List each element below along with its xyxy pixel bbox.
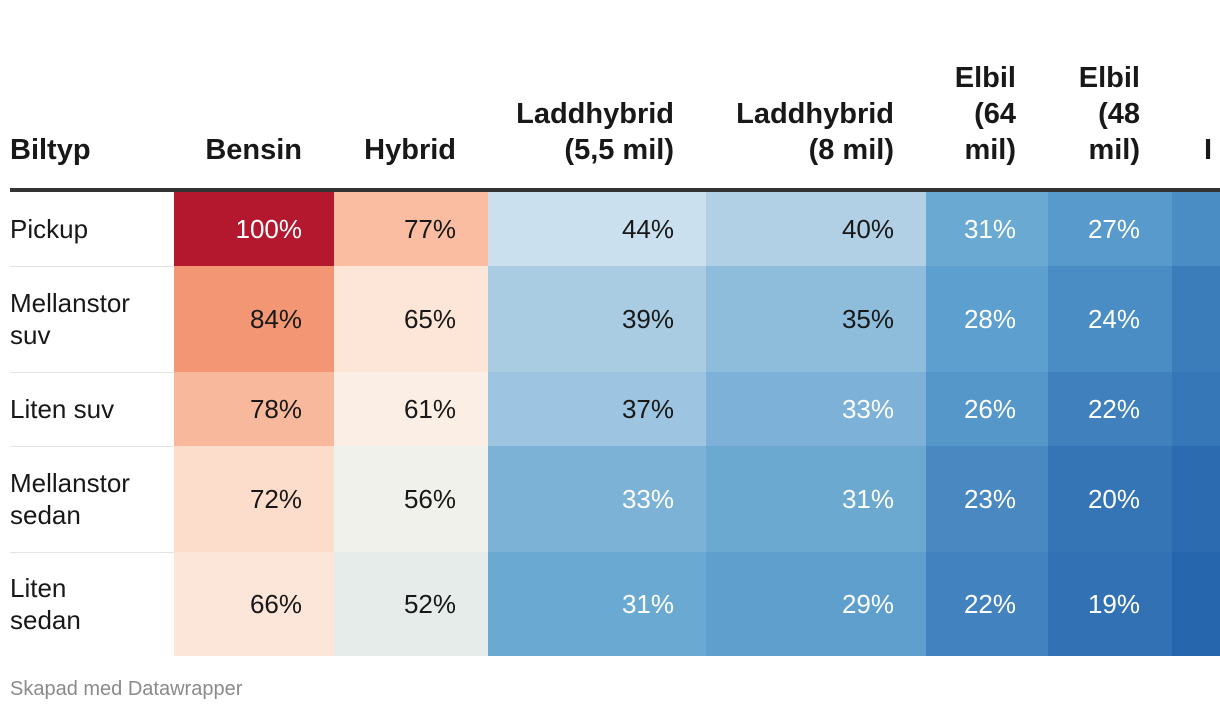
heatmap-cell [1172,372,1220,446]
column-header-line: (48 [1098,98,1140,130]
heatmap-cell: 84% [174,266,334,372]
heatmap-cell: 52% [334,552,488,656]
table-header: Biltyp Bensin Hybrid Laddhybrid (5,5 mil) Lad… [10,40,1220,192]
column-header[interactable]: Bensin [174,40,334,192]
column-header-line: Elbil [954,62,1016,94]
heatmap-cell [1172,446,1220,552]
column-header[interactable]: Elbil (48 mil) [1048,40,1172,192]
column-header-line: Bensin [205,134,302,166]
column-header-line: Laddhybrid [736,98,894,130]
heatmap-cell [1172,266,1220,372]
heatmap-cell: 19% [1048,552,1172,656]
table-row: Mellanstor suv 84% 65% 39% 35% 28% 24% [10,266,1220,373]
column-header-line: Hybrid [364,134,456,166]
heatmap-cell: 78% [174,372,334,446]
column-header[interactable]: Laddhybrid (5,5 mil) [488,40,706,192]
heatmap-cell: 72% [174,446,334,552]
heatmap-cell: 29% [706,552,926,656]
table-row: Pickup 100% 77% 44% 40% 31% 27% [10,190,1220,267]
column-header[interactable]: Hybrid [334,40,488,192]
column-header[interactable]: I [1172,40,1220,192]
heatmap-cell: 65% [334,266,488,372]
column-header-label[interactable]: Biltyp [10,40,174,192]
heatmap-cell: 35% [706,266,926,372]
column-header-line: Laddhybrid [516,98,674,130]
heatmap-cell: 26% [926,372,1048,446]
heatmap-cell: 22% [926,552,1048,656]
heatmap-cell: 31% [926,190,1048,266]
heatmap-cell: 31% [488,552,706,656]
column-header[interactable]: Laddhybrid (8 mil) [706,40,926,192]
footer-credit[interactable]: Skapad med Datawrapper [10,678,243,700]
heatmap-cell: 37% [488,372,706,446]
heatmap-cell: 40% [706,190,926,266]
heatmap-cell: 28% [926,266,1048,372]
row-label: Mellanstor suv [10,266,174,373]
column-header-line: (64 [974,98,1016,130]
header-row: Biltyp Bensin Hybrid Laddhybrid (5,5 mil) Lad… [10,40,1220,192]
column-header-line: mil) [964,134,1016,166]
column-header-line: Elbil [1078,62,1140,94]
column-header-line: (8 mil) [808,134,894,166]
heatmap-cell: 23% [926,446,1048,552]
column-header-line: mil) [1088,134,1140,166]
heatmap-cell: 24% [1048,266,1172,372]
heatmap-cell: 31% [706,446,926,552]
table-row: Liten suv 78% 61% 37% 33% 26% 22% [10,372,1220,447]
row-label: Pickup [10,190,174,267]
heatmap-cell: 44% [488,190,706,266]
heatmap-cell: 33% [706,372,926,446]
column-header-line: (5,5 mil) [564,134,674,166]
column-header[interactable]: Elbil (64 mil) [926,40,1048,192]
heatmap-cell: 56% [334,446,488,552]
heatmap-cell: 77% [334,190,488,266]
table-row: Liten sedan 66% 52% 31% 29% 22% 19% [10,552,1220,656]
heatmap-cell: 61% [334,372,488,446]
column-header-line: I [1204,134,1213,166]
heatmap-table: Biltyp Bensin Hybrid Laddhybrid (5,5 mil) Lad… [10,40,1220,656]
heatmap-cell: 33% [488,446,706,552]
table-body: Pickup 100% 77% 44% 40% 31% 27% Mellanstor suv 8… [10,190,1220,656]
heatmap-cell [1172,552,1220,656]
heatmap-cell: 66% [174,552,334,656]
row-label: Mellanstor sedan [10,446,174,553]
row-label: Liten suv [10,372,174,447]
row-label: Liten sedan [10,552,174,656]
heatmap-cell [1172,190,1220,266]
heatmap-cell: 20% [1048,446,1172,552]
heatmap-cell: 39% [488,266,706,372]
table-row: Mellanstor sedan 72% 56% 33% 31% 23% 20% [10,446,1220,553]
heatmap-cell: 22% [1048,372,1172,446]
heatmap-cell: 100% [174,190,334,266]
column-header-line: Biltyp [10,134,91,166]
heatmap-cell: 27% [1048,190,1172,266]
